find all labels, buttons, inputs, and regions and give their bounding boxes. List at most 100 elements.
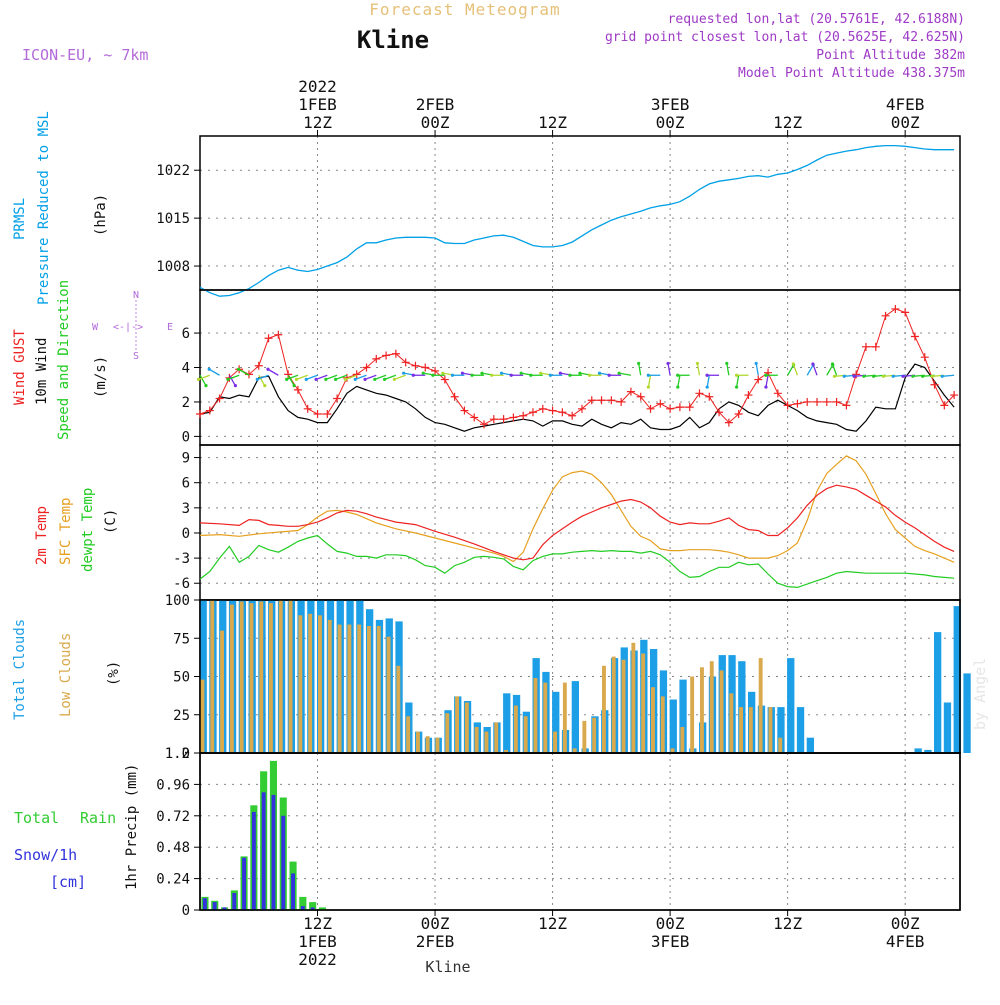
direction-arrow-head (901, 374, 905, 378)
direction-arrow-head (324, 377, 328, 381)
station-title: Kline (357, 26, 429, 54)
direction-arrow-head (637, 361, 641, 366)
low-cloud-bar (327, 619, 332, 753)
gust-line (199, 308, 955, 425)
gust-marker (724, 418, 733, 427)
snow-bar (310, 907, 315, 910)
gust-marker (450, 392, 459, 401)
low-cloud-bar (484, 731, 489, 753)
compass-s: S (133, 351, 139, 362)
gust-marker (431, 366, 440, 375)
temp-unit: (C) (103, 509, 119, 534)
gust-marker (920, 353, 929, 362)
side-labels: PRMSL Pressure Reduced to MSL (hPa) Wind… (12, 111, 989, 891)
direction-arrow-head (911, 374, 915, 378)
y-tick-label: -6 (173, 576, 190, 592)
gust-marker (666, 404, 675, 413)
low-clouds-label: Low Clouds (58, 633, 74, 717)
gust-marker (411, 361, 420, 370)
direction-arrow-head (529, 373, 533, 377)
gust-marker (577, 404, 586, 413)
direction-arrow-head (705, 385, 709, 389)
bottom-tick-date: 4FEB (886, 932, 925, 951)
low-cloud-bar (474, 727, 479, 753)
gust-marker (293, 385, 302, 394)
direction-arrow-head (431, 373, 435, 377)
y-tick-label: 75 (173, 631, 190, 647)
gust-marker (940, 401, 949, 410)
gust-marker (813, 397, 822, 406)
clouds-panel: 0 25 50 75 100 (165, 593, 971, 762)
total-cloud-bar (571, 681, 579, 753)
y-tick-label: 6 (182, 326, 190, 342)
total-cloud-bar (199, 600, 207, 753)
low-cloud-bar (768, 707, 773, 753)
rain-bar (309, 902, 317, 910)
direction-arrow-head (558, 371, 562, 375)
low-cloud-bar (298, 615, 303, 753)
total-cloud-bar (953, 606, 961, 753)
gust-marker (421, 363, 430, 372)
direction-arrow-head (920, 374, 925, 378)
direction-arrow-head (285, 377, 289, 381)
wind-speed-line (199, 363, 955, 432)
direction-arrow-head (470, 373, 474, 377)
low-cloud-bar (553, 731, 557, 753)
gust-marker (352, 370, 361, 379)
total-cloud-bar (796, 707, 805, 753)
bottom-tick-time: 12Z (773, 914, 802, 933)
snow-bar (202, 898, 207, 910)
dewpt-line (199, 534, 955, 589)
top-tick-date: 3FEB (651, 95, 690, 114)
direction-arrow (296, 374, 308, 380)
direction-arrow (696, 363, 701, 376)
direction-arrow-head (676, 373, 680, 377)
direction-arrow-head (363, 377, 367, 381)
direction-arrow (735, 375, 740, 388)
low-cloud-bar (670, 748, 675, 753)
low-cloud-bar (416, 731, 420, 753)
direction-arrow-head (881, 374, 886, 378)
low-cloud-bar (523, 716, 528, 753)
direction-arrow-head (314, 377, 318, 381)
low-cloud-bar (425, 736, 430, 753)
direction-arrow-head (421, 371, 425, 375)
direction-arrow-head (617, 371, 621, 375)
gust-marker (284, 370, 293, 379)
gust-marker (303, 404, 312, 413)
direction-arrow-head (891, 374, 895, 378)
direction-arrow (942, 374, 955, 377)
low-cloud-bar (367, 626, 371, 753)
direction-arrow (258, 374, 266, 386)
total-cloud-bar (787, 658, 795, 753)
low-cloud-bar (278, 600, 283, 753)
top-tick-time: 12Z (303, 113, 332, 132)
model-altitude: Model Point Altitude 438.375m (738, 66, 965, 81)
y-tick-label: 1008 (156, 259, 190, 275)
y-tick-label: 0.72 (156, 809, 190, 825)
top-tick-time: 00Z (891, 113, 920, 132)
direction-arrow (354, 374, 367, 380)
compass-w: W (92, 322, 99, 333)
gust-marker (822, 397, 831, 406)
low-cloud-bar (220, 630, 224, 753)
direction-arrow-head (646, 373, 650, 377)
gust-marker (617, 397, 626, 406)
snow-bar (222, 907, 227, 910)
wind-panel: 0 2 4 6 (182, 289, 961, 446)
gust-marker (861, 342, 870, 351)
direction-arrow-head (499, 371, 504, 375)
direction-arrow (267, 368, 279, 376)
gust-marker (793, 399, 802, 408)
gust-marker (254, 361, 263, 370)
grid-point-location: grid point closest lon,lat (20.5625E, 42… (605, 30, 965, 45)
direction-arrow-head (734, 385, 739, 389)
direction-arrow (667, 363, 671, 376)
gust-marker (832, 397, 841, 406)
direction-arrow-head (226, 377, 230, 381)
direction-arrow (787, 364, 795, 376)
direction-arrow-head (666, 361, 670, 366)
direction-arrow (792, 363, 799, 376)
panel-frame-top (199, 752, 961, 911)
